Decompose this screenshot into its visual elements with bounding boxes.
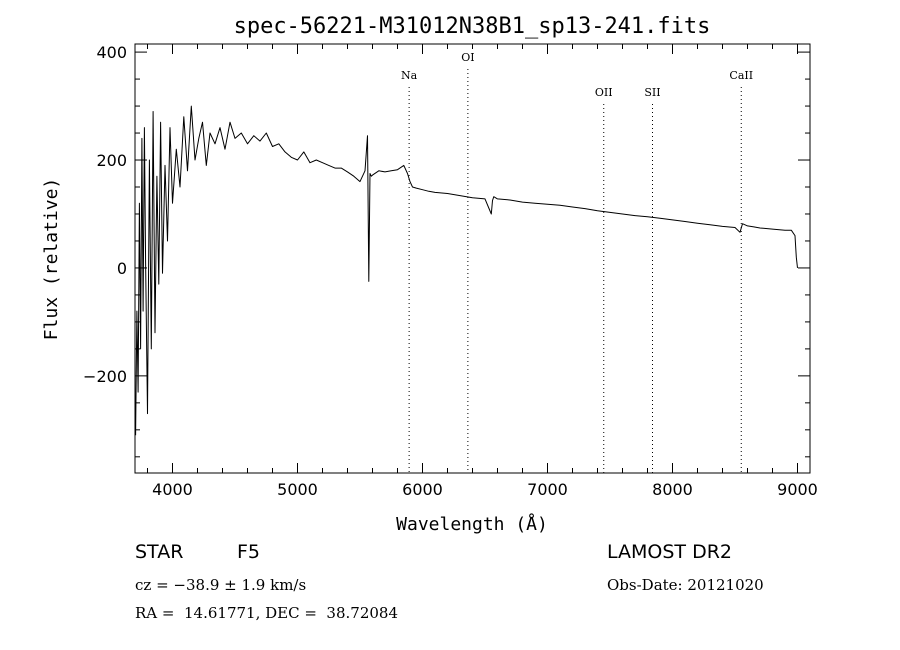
redshift-text: cz = −38.9 ± 1.9 km/s — [135, 576, 307, 594]
y-tick-label: 400 — [96, 43, 127, 62]
series-layer — [135, 105, 798, 436]
x-tick-label: 8000 — [652, 480, 693, 499]
spectral-class: F5 — [237, 541, 261, 563]
object-type: STAR — [135, 541, 184, 563]
line-marker-label-oii: OII — [595, 86, 613, 99]
line-marker-label-caii: CaII — [729, 69, 753, 82]
y-axis-label: Flux (relative) — [41, 178, 62, 341]
line-marker-label-oi: OI — [461, 51, 474, 64]
line-marker-label-na: Na — [401, 69, 418, 82]
spectrum-line — [135, 105, 798, 436]
y-tick-label: 0 — [117, 259, 127, 278]
y-tick-label: 200 — [96, 151, 127, 170]
x-axis-label: Wavelength (Å) — [396, 513, 548, 535]
line-marker-label-sii: SII — [644, 86, 660, 99]
x-tick-label: 5000 — [277, 480, 318, 499]
chart-title: spec-56221-M31012N38B1_sp13-241.fits — [234, 14, 711, 39]
plot-frame — [134, 43, 811, 474]
line-markers: Na OI OII SII CaII — [401, 51, 753, 473]
x-tick-label: 4000 — [152, 480, 193, 499]
survey-label: LAMOST DR2 — [607, 541, 732, 563]
x-axis-ticks: 4000 5000 6000 7000 8000 9000 — [147, 44, 818, 499]
y-axis-ticks: −200 0 200 400 — [83, 43, 810, 458]
obs-date-text: Obs-Date: 20121020 — [607, 576, 764, 594]
y-tick-label: −200 — [83, 367, 127, 386]
x-tick-label: 7000 — [527, 480, 568, 499]
plot-border — [134, 43, 811, 474]
x-tick-label: 6000 — [402, 480, 443, 499]
coordinates-text: RA = 14.61771, DEC = 38.72084 — [135, 604, 399, 622]
x-tick-label: 9000 — [777, 480, 818, 499]
